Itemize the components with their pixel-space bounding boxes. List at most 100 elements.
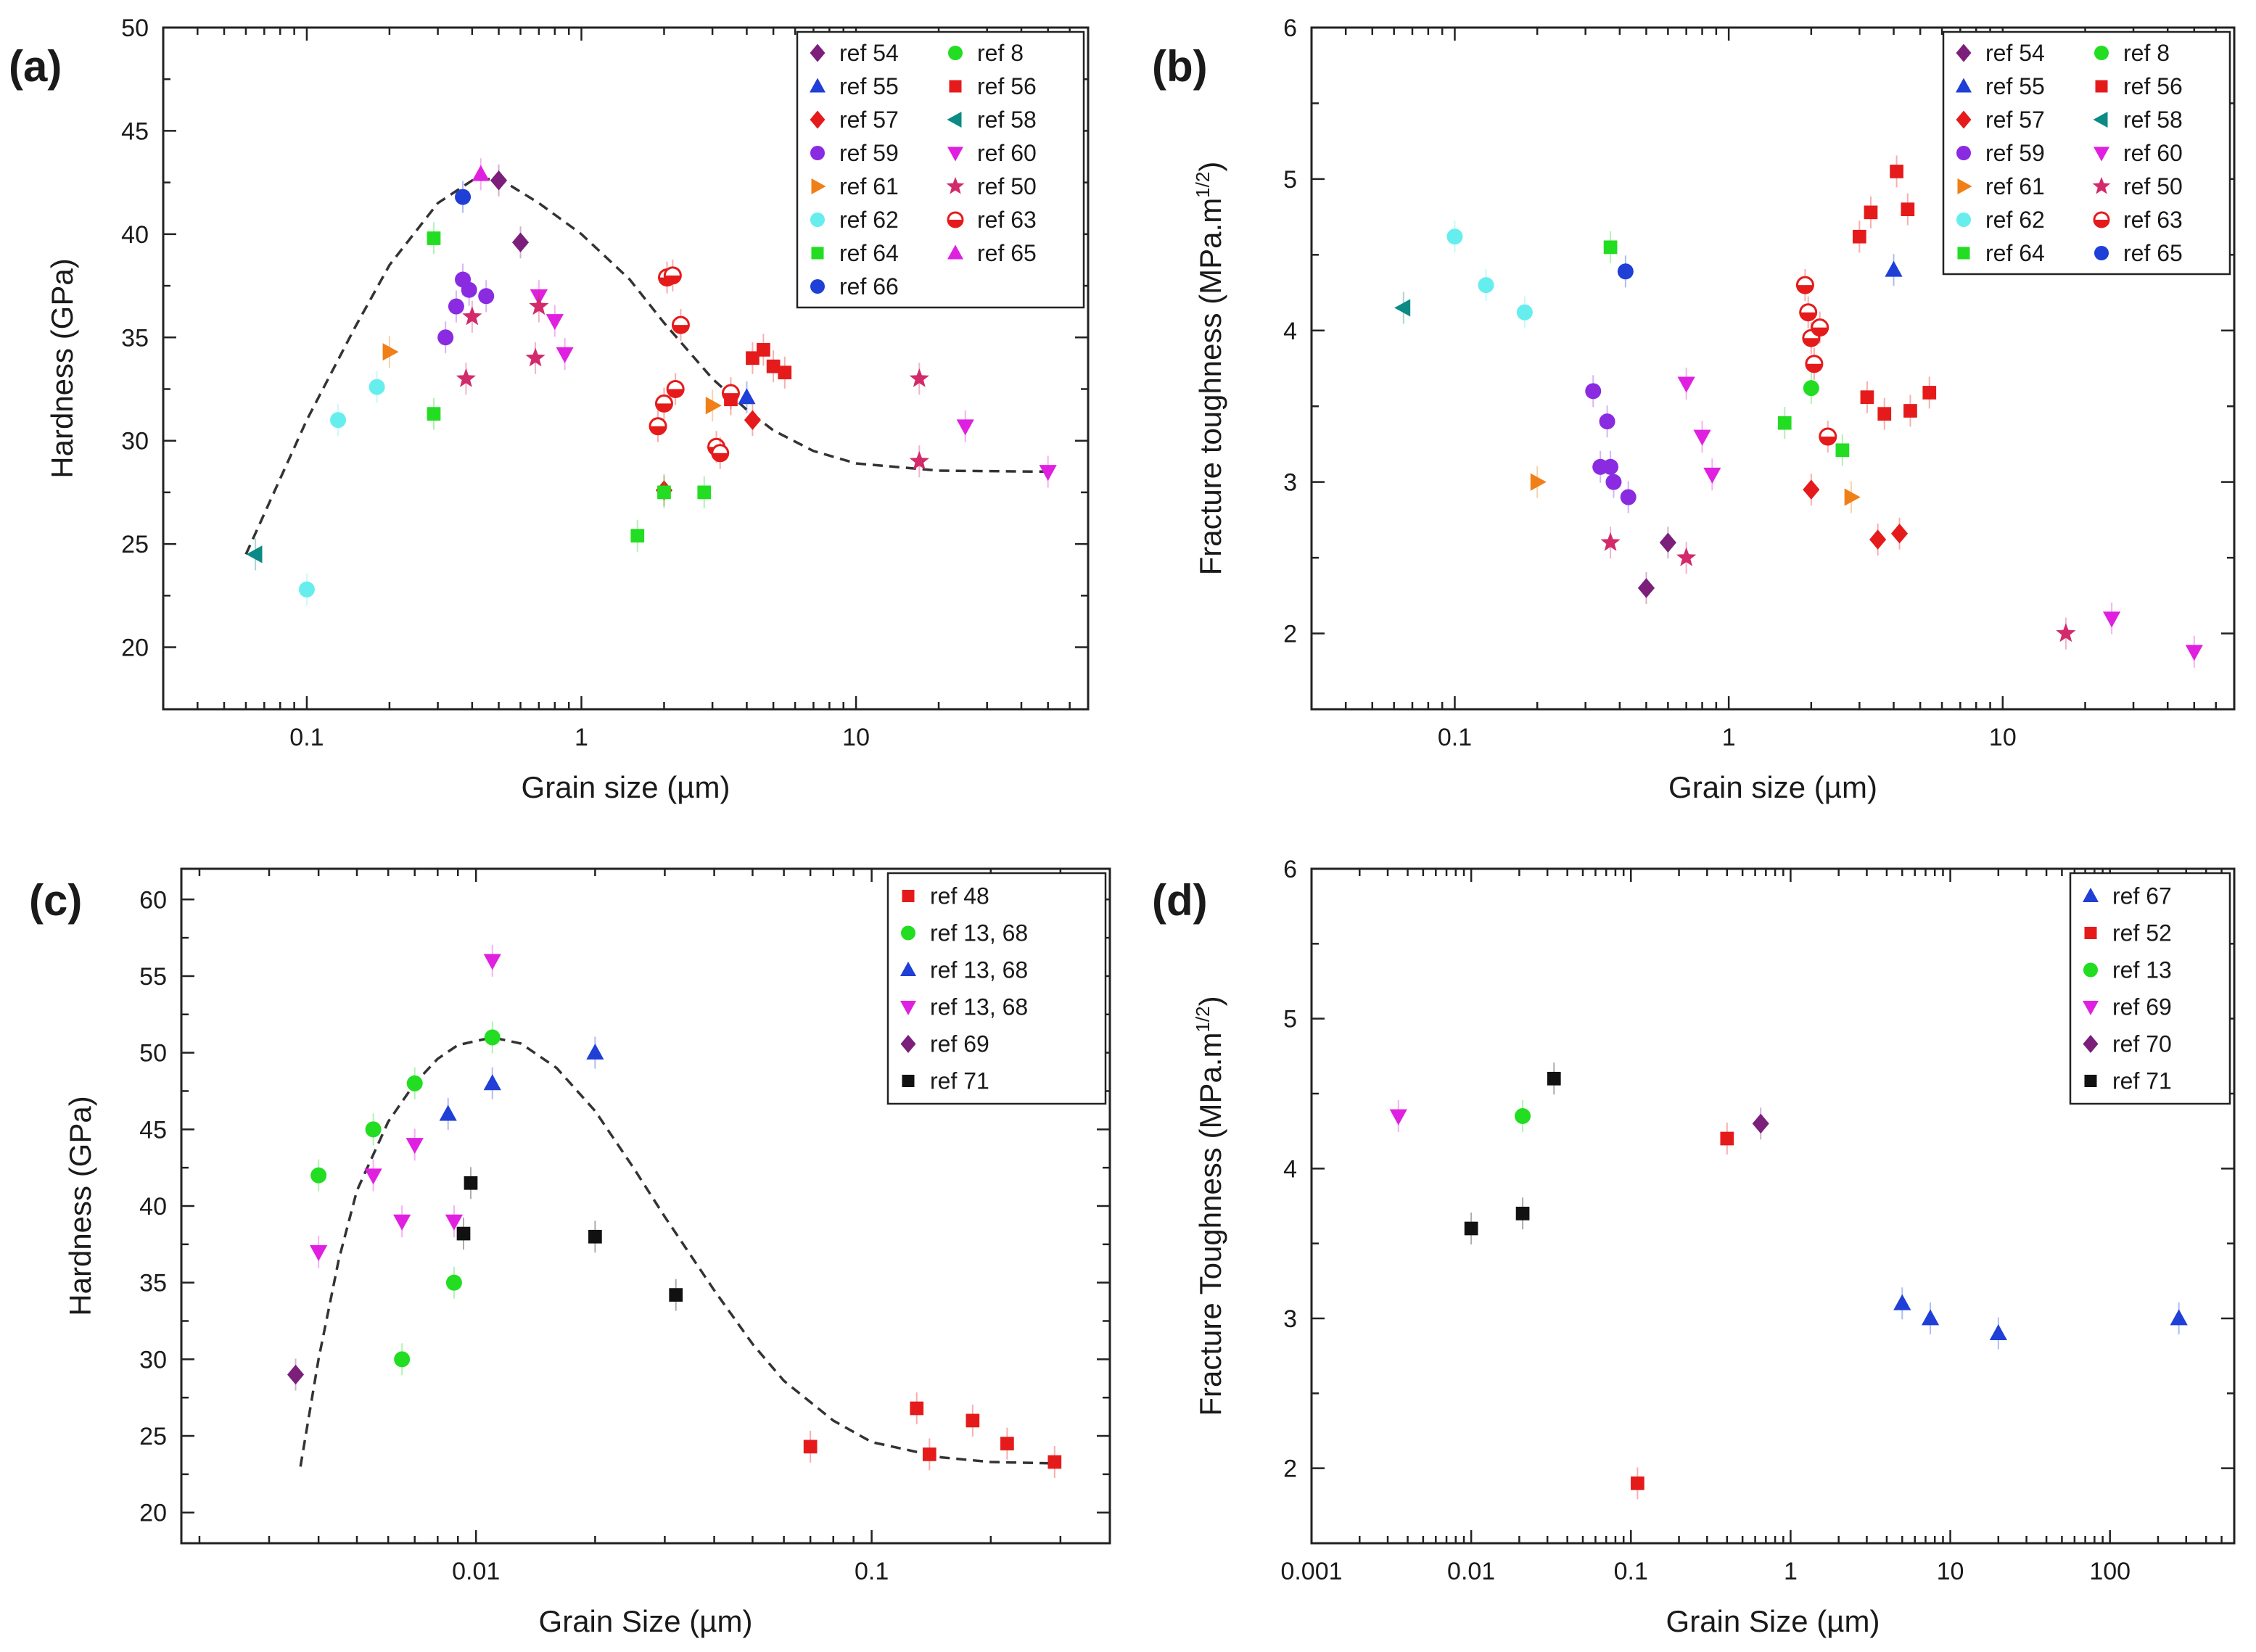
data-point (1446, 228, 1463, 245)
y-axis-title: Fracture toughness (MPa.m1/2) (1192, 162, 1227, 576)
data-point (310, 1167, 327, 1184)
legend-marker (1956, 146, 1971, 160)
data-point (406, 1075, 423, 1091)
legend-label: ref 64 (1985, 240, 2045, 266)
legend-marker (946, 177, 965, 194)
data-point (1602, 458, 1619, 475)
legend-label: ref 70 (2112, 1031, 2172, 1057)
data-point (630, 529, 645, 543)
legend-marker (900, 1035, 916, 1053)
y-tick-label: 60 (139, 886, 167, 914)
legend-marker (2084, 1075, 2097, 1087)
x-axis-title: Grain size (µm) (1668, 770, 1877, 804)
data-point (529, 296, 549, 315)
y-tick-label: 30 (121, 428, 149, 455)
legend-marker (902, 890, 915, 902)
data-point (671, 315, 690, 334)
data-point (966, 1413, 980, 1428)
data-point (1720, 1131, 1734, 1146)
data-point (1869, 529, 1887, 550)
data-point (657, 485, 671, 500)
legend-marker (1956, 212, 1971, 227)
data-point (909, 368, 929, 387)
y-tick-label: 35 (139, 1270, 167, 1297)
data-point (556, 347, 574, 363)
legend-marker (2083, 888, 2099, 902)
data-point (437, 329, 454, 346)
legend-label: ref 54 (839, 40, 899, 66)
data-point (1921, 1309, 1940, 1326)
legend-label: ref 71 (930, 1068, 989, 1094)
legend-marker (2083, 962, 2098, 978)
data-point (2056, 623, 2076, 643)
y-tick-label: 3 (1283, 469, 1297, 497)
x-tick-label: 0.1 (1614, 1558, 1648, 1585)
data-point (1659, 532, 1676, 553)
x-tick-label: 10 (1989, 724, 2017, 751)
data-point (448, 298, 464, 315)
y-tick-label: 25 (139, 1423, 167, 1450)
y-axis-title: Hardness (GPa) (45, 258, 79, 478)
legend-label: ref 60 (977, 140, 1037, 166)
data-point (461, 281, 477, 298)
data-point (382, 343, 399, 361)
data-point (663, 266, 682, 285)
data-point (364, 1168, 382, 1185)
data-point (472, 165, 490, 181)
x-tick-label: 0.01 (452, 1558, 500, 1585)
legend-marker (947, 146, 963, 162)
legend-marker (810, 146, 825, 160)
data-point (1039, 465, 1057, 482)
x-tick-label: 1 (1784, 1558, 1798, 1585)
legend-marker (1956, 78, 1972, 93)
legend-label: ref 62 (1985, 207, 2045, 233)
legend-marker (2094, 46, 2109, 60)
x-tick-label: 1 (1722, 724, 1736, 751)
data-point (464, 1176, 478, 1190)
data-point (1885, 260, 1903, 277)
panel-c: (c) 0.01 0.1 20 25 30 35 40 45 50 55 60 Grain Size (… (29, 867, 1111, 1638)
plot-frame-a (162, 26, 1090, 711)
data-point (369, 379, 385, 395)
data-point (1478, 277, 1494, 294)
x-axis-title: Grain size (µm) (522, 770, 730, 804)
trend-line (299, 1036, 1061, 1467)
data-point (1922, 386, 1937, 400)
data-point (1637, 578, 1655, 598)
legend-label: ref 48 (930, 883, 989, 909)
data-point (310, 1245, 328, 1262)
data-point (1464, 1221, 1478, 1236)
data-point (669, 1288, 683, 1302)
legend-label: ref 13, 68 (930, 920, 1028, 946)
panel-label-b: (b) (1152, 42, 1208, 91)
legend-marker (2094, 146, 2109, 162)
y-tick-label: 35 (121, 324, 149, 352)
data-point (1989, 1324, 2007, 1341)
legend-a: ref 54 ref 8 ref 55 ref 56 ref 57 ref 58 ref 5… (796, 30, 1085, 309)
data-point (697, 485, 712, 500)
x-tick-label: 0.1 (1438, 724, 1472, 751)
legend-label: ref 56 (977, 73, 1037, 99)
data-point (1752, 1113, 1769, 1134)
y-tick-label: 50 (121, 15, 149, 42)
data-point (1603, 240, 1618, 255)
legend-label: ref 69 (930, 1031, 989, 1057)
y-tick-label: 6 (1283, 15, 1297, 42)
panel-d: (d) 0.001 0.01 0.1 1 10 100 2 3 4 5 6 Grain Size (µm… (1152, 856, 2236, 1638)
legend-marker (901, 925, 915, 941)
data-point (2185, 645, 2203, 661)
data-point (1903, 404, 1917, 418)
data-point (330, 412, 347, 429)
legend-marker (948, 46, 963, 60)
data-point (1617, 263, 1634, 280)
legend-label: ref 8 (2123, 40, 2170, 66)
data-point (1795, 276, 1814, 294)
y-tick-label: 2 (1283, 621, 1297, 648)
plot-frame-d (1310, 867, 2236, 1545)
data-point (1844, 488, 1861, 506)
legend-label: ref 13 (2112, 957, 2172, 983)
legend-label: ref 63 (2123, 207, 2183, 233)
y-tick-label: 5 (1283, 166, 1297, 194)
legend-label: ref 58 (2123, 107, 2183, 133)
